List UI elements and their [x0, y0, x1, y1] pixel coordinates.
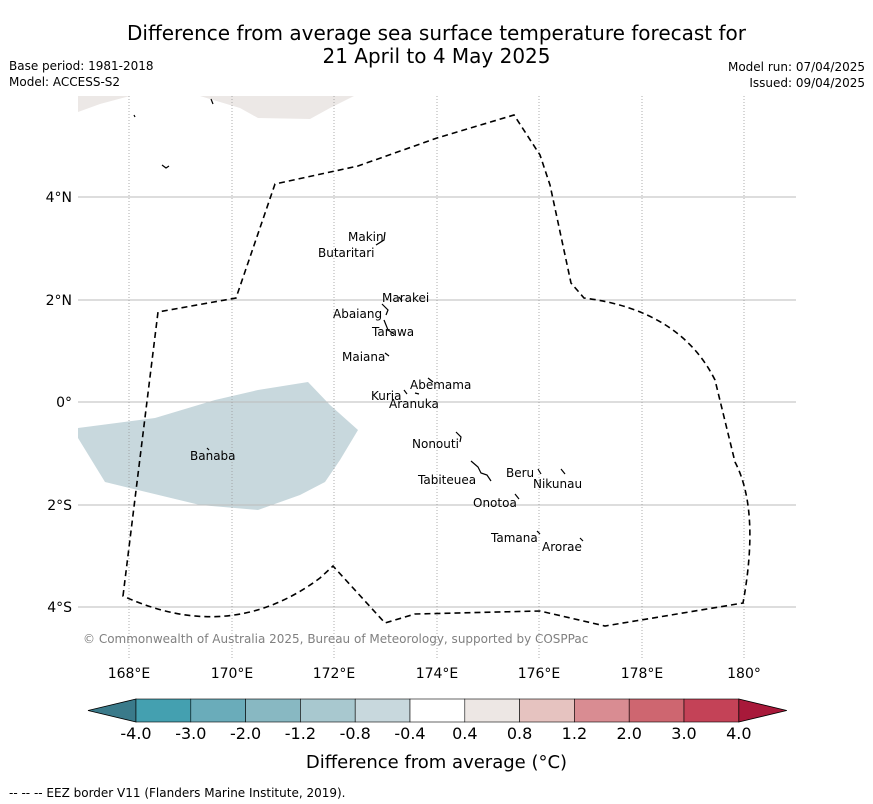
lat-label-2s: 2°S	[47, 498, 72, 514]
colorbar-segment	[300, 698, 356, 723]
colorbar-segment	[354, 698, 411, 723]
colorbar-segment	[190, 698, 246, 723]
colorbar-segments	[87, 698, 787, 723]
anomaly-region	[78, 382, 358, 510]
lat-label-4s: 4°S	[47, 600, 72, 616]
island-label-tarawa: Tarawa	[371, 325, 414, 339]
colorbar-segment	[245, 698, 301, 723]
island-label-nikunau: Nikunau	[533, 477, 582, 491]
island-label-makin: Makin	[348, 230, 384, 244]
colorbar-segment	[628, 698, 685, 723]
lon-label-178e: 178°E	[621, 666, 664, 682]
title-line-1: Difference from average sea surface temp…	[126, 21, 746, 45]
base-period: Base period: 1981-2018	[9, 59, 154, 73]
island-label-butaritari: Butaritari	[318, 246, 375, 260]
colorbar-tick-label: 1.2	[562, 724, 587, 743]
colorbar-tick-labels: -4.0 -3.0 -2.0 -1.2 -0.8 -0.4 0.4 0.8 1.2 2.0 3.0 4…	[120, 724, 751, 743]
model-name: Model: ACCESS-S2	[9, 75, 121, 89]
land-mass	[78, 96, 354, 119]
colorbar-tick-label: -0.4	[394, 724, 425, 743]
lat-axis-labels: 4°N 2°N 0° 2°S 4°S	[46, 190, 73, 616]
island-outlines	[133, 98, 584, 542]
eez-border	[122, 114, 751, 627]
model-run: Model run: 07/04/2025	[727, 60, 865, 74]
colorbar-tick-label: -3.0	[175, 724, 206, 743]
island-label-arorae: Arorae	[542, 540, 582, 554]
island-label-beru: Beru	[506, 466, 534, 480]
island-label-kuria: Kuria	[371, 389, 402, 403]
island-label-tabiteuea: Tabiteuea	[417, 473, 476, 487]
colorbar-tick-label: 2.0	[616, 724, 641, 743]
colorbar-tick-label: 0.4	[452, 724, 477, 743]
colorbar-segment	[683, 698, 740, 723]
island-labels: Makin Butaritari Marakei Abaiang Tarawa …	[190, 230, 582, 554]
lon-label-172e: 172°E	[313, 666, 356, 682]
island-label-banaba: Banaba	[190, 449, 236, 463]
lon-label-174e: 174°E	[416, 666, 459, 682]
colorbar-tick-label: 0.8	[507, 724, 532, 743]
colorbar-tick-label: 3.0	[671, 724, 696, 743]
island-label-tamana: Tamana	[490, 531, 538, 545]
lat-label-0: 0°	[56, 395, 72, 411]
colorbar-segment	[409, 698, 466, 723]
colorbar-segment	[135, 698, 192, 723]
island-label-nonouti: Nonouti	[412, 437, 459, 451]
lon-label-180: 180°	[727, 666, 761, 682]
colorbar-under-arrow	[87, 698, 137, 723]
island-label-abemama: Abemama	[410, 378, 471, 392]
copyright-notice: © Commonwealth of Australia 2025, Bureau…	[83, 632, 589, 646]
colorbar-tick-label: -4.0	[120, 724, 151, 743]
island-label-abaiang: Abaiang	[333, 307, 382, 321]
colorbar-title: Difference from average (°C)	[305, 752, 568, 773]
map-title: Difference from average sea surface temp…	[0, 22, 873, 68]
colorbar-segment	[464, 698, 520, 723]
colorbar-segment	[574, 698, 630, 723]
colorbar-tick-label: 4.0	[726, 724, 751, 743]
colorbar-tick-label: -0.8	[340, 724, 371, 743]
title-line-2: 21 April to 4 May 2025	[322, 44, 551, 68]
meta-left: Base period: 1981-2018 Model: ACCESS-S2	[9, 58, 154, 90]
meridians	[128, 96, 745, 658]
map-canvas: Makin Butaritari Marakei Abaiang Tarawa …	[46, 96, 796, 682]
island-label-marakei: Marakei	[382, 291, 429, 305]
lat-label-2n: 2°N	[46, 293, 72, 309]
colorbar: -4.0 -3.0 -2.0 -1.2 -0.8 -0.4 0.4 0.8 1.2 2.0 3.0 4…	[87, 698, 787, 743]
island-label-onotoa: Onotoa	[473, 496, 517, 510]
eez-legend-footnote: -- -- -- EEZ border V11 (Flanders Marine…	[9, 786, 346, 800]
colorbar-tick-label: -2.0	[230, 724, 261, 743]
colorbar-tick-label: -1.2	[285, 724, 316, 743]
colorbar-over-arrow	[738, 698, 787, 723]
island-label-maiana: Maiana	[342, 350, 385, 364]
issued-date: Issued: 09/04/2025	[749, 76, 865, 90]
lon-label-170e: 170°E	[211, 666, 254, 682]
island-label-aranuka: Aranuka	[389, 397, 439, 411]
lon-label-168e: 168°E	[108, 666, 151, 682]
colorbar-segment	[519, 698, 575, 723]
lon-axis-labels: 168°E 170°E 172°E 174°E 176°E 178°E 180°	[108, 666, 761, 682]
meta-right: Model run: 07/04/2025 Issued: 09/04/2025	[728, 59, 865, 91]
lat-label-4n: 4°N	[46, 190, 72, 206]
lon-label-176e: 176°E	[518, 666, 561, 682]
